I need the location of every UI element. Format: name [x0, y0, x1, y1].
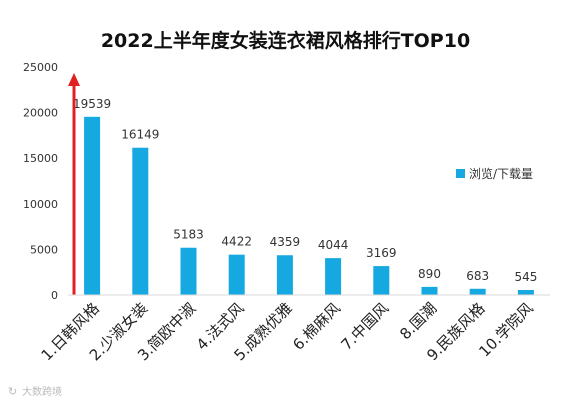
y-tick-label: 0	[51, 289, 58, 302]
y-tick-label: 10000	[23, 198, 58, 211]
watermark: ↻ 大数跨境	[8, 385, 62, 398]
y-tick-label: 5000	[30, 243, 58, 256]
bar	[132, 147, 149, 295]
bar	[517, 290, 534, 295]
bar	[228, 254, 245, 295]
y-tick-label: 20000	[23, 107, 58, 120]
data-label: 890	[418, 267, 441, 281]
data-label: 16149	[121, 128, 159, 142]
bar	[84, 116, 101, 295]
bar	[469, 288, 486, 295]
data-label: 683	[466, 269, 489, 283]
bar	[421, 286, 438, 295]
data-label: 4359	[270, 235, 301, 249]
data-label: 4422	[221, 235, 252, 249]
plot-area: 19539 16149 5183 4422 4359 4044 3169 890 683 545	[68, 73, 537, 295]
bar	[276, 255, 293, 295]
data-label: 545	[514, 270, 537, 284]
y-tick-label: 25000	[23, 61, 58, 74]
data-label: 4044	[318, 238, 349, 252]
legend: 浏览/下载量	[456, 166, 533, 181]
arrow-head	[68, 73, 80, 86]
x-tick-label: 8.国潮	[396, 299, 440, 343]
x-tick-label: 6.棉麻风	[289, 299, 344, 354]
y-tick-label: 15000	[23, 152, 58, 165]
watermark-text: 大数跨境	[22, 385, 62, 398]
data-label: 5183	[173, 228, 204, 242]
legend-swatch	[456, 169, 465, 178]
x-tick-label: 7.中国风	[337, 299, 392, 354]
y-axis: 0 5000 10000 15000 20000 25000	[23, 61, 58, 302]
bar	[180, 247, 197, 295]
chart-title: 2022上半年度女装连衣裙风格排行TOP10	[101, 29, 470, 52]
bar	[325, 258, 342, 295]
legend-label: 浏览/下载量	[469, 166, 533, 181]
data-label: 3169	[366, 246, 397, 260]
data-label: 19539	[73, 97, 111, 111]
watermark-icon: ↻	[8, 385, 17, 398]
bar	[373, 266, 390, 295]
